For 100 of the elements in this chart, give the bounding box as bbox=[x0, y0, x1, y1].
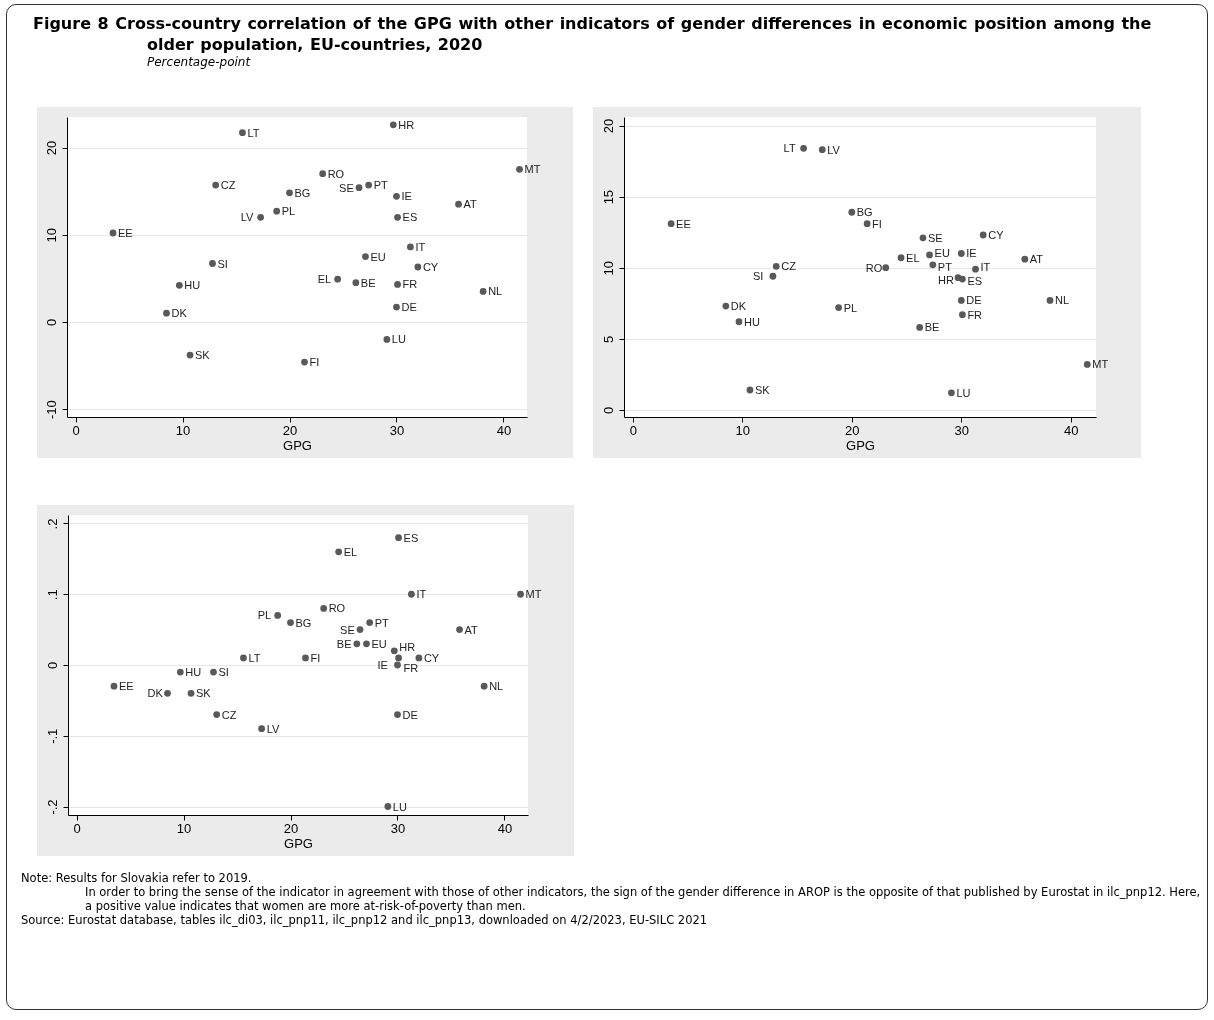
y-tick-label: -.2 bbox=[44, 799, 60, 815]
series-label: HR bbox=[398, 118, 415, 131]
series-label: IT bbox=[980, 261, 991, 274]
point bbox=[517, 590, 524, 598]
point bbox=[929, 261, 937, 269]
series-label: SK bbox=[195, 349, 211, 362]
point bbox=[258, 725, 266, 733]
point bbox=[209, 260, 216, 267]
series-label: NL bbox=[1055, 294, 1070, 307]
series-label: EU bbox=[934, 246, 950, 259]
series-label: DK bbox=[171, 307, 188, 320]
series-label: FI bbox=[309, 356, 320, 369]
series-label: BG bbox=[294, 186, 311, 199]
series-label: EU bbox=[371, 637, 387, 650]
point bbox=[414, 263, 422, 271]
y-tick-label: 5 bbox=[600, 335, 616, 343]
series-label: MT bbox=[525, 588, 542, 601]
point bbox=[818, 146, 826, 154]
point bbox=[395, 534, 402, 542]
point bbox=[746, 386, 754, 394]
series-label: BE bbox=[924, 321, 940, 334]
point bbox=[455, 200, 462, 208]
point bbox=[390, 647, 398, 655]
x-tick-label: 0 bbox=[72, 422, 80, 438]
point bbox=[319, 170, 327, 178]
series-label: HU bbox=[185, 666, 202, 679]
point bbox=[667, 220, 675, 228]
series-label: NL bbox=[488, 285, 503, 298]
series-label: ES bbox=[402, 211, 418, 224]
point bbox=[1083, 361, 1091, 368]
y-tick-label: 20 bbox=[600, 118, 616, 134]
point bbox=[394, 213, 401, 221]
point bbox=[394, 711, 401, 718]
point bbox=[919, 234, 927, 242]
series-label: ES bbox=[403, 531, 419, 544]
series-label: FR bbox=[967, 308, 983, 321]
series-label: SE bbox=[339, 181, 354, 194]
series-label: IT bbox=[416, 588, 427, 601]
point bbox=[800, 144, 807, 152]
point bbox=[163, 309, 170, 317]
point bbox=[212, 181, 220, 189]
point bbox=[407, 243, 414, 251]
point bbox=[389, 121, 397, 129]
series-label: BE bbox=[336, 637, 352, 650]
series-label: CZ bbox=[781, 260, 797, 273]
point bbox=[408, 590, 415, 598]
point bbox=[335, 548, 343, 556]
series-label: EL bbox=[317, 273, 332, 286]
series-label: SE bbox=[927, 231, 943, 244]
series-label: CY bbox=[422, 261, 439, 273]
point bbox=[362, 253, 369, 260]
text: Note: Results for Slovakia refer to 2019. bbox=[21, 871, 253, 885]
x-tick-label: 40 bbox=[496, 422, 512, 438]
series-label: LU bbox=[956, 386, 971, 399]
series-label: EE bbox=[676, 217, 691, 230]
series-label: PT bbox=[937, 260, 953, 273]
series-label: NL bbox=[489, 680, 504, 693]
series-label: AT bbox=[464, 623, 479, 636]
point bbox=[479, 288, 487, 295]
series-label: IE bbox=[377, 659, 388, 671]
series-label: EU bbox=[370, 250, 386, 263]
series-label: LV bbox=[240, 211, 254, 224]
point bbox=[769, 272, 777, 280]
series-label: AT bbox=[463, 198, 478, 211]
text: Figure 8 Cross-country correlation of the GPG with other indicators of gender differences in economic position among the older population, EU-countries, 2020 bbox=[33, 13, 1153, 55]
point bbox=[287, 619, 294, 626]
series-label: BG bbox=[295, 616, 312, 629]
series-label: RO bbox=[865, 261, 883, 274]
series-label: PT bbox=[374, 616, 390, 629]
series-label: MT bbox=[524, 163, 541, 176]
series-label: IE bbox=[401, 190, 412, 203]
series-label: HU bbox=[743, 315, 760, 328]
series-label: PL bbox=[281, 205, 296, 218]
series-label: LV bbox=[266, 722, 280, 735]
point bbox=[480, 682, 488, 690]
series-label: EE bbox=[119, 680, 134, 693]
point bbox=[210, 668, 217, 676]
point bbox=[213, 711, 221, 718]
point bbox=[835, 304, 843, 311]
series-label: MT bbox=[1092, 358, 1109, 371]
series-label: FR bbox=[402, 278, 418, 291]
point bbox=[110, 682, 118, 690]
point bbox=[334, 275, 342, 283]
point bbox=[979, 231, 987, 239]
x-tick-label: 20 bbox=[845, 422, 860, 438]
y-tick-label: 15 bbox=[600, 189, 616, 205]
series-label: BG bbox=[856, 206, 873, 219]
series-label: LU bbox=[392, 800, 407, 813]
series-label: DE bbox=[402, 708, 418, 721]
series-label: FI bbox=[872, 217, 882, 230]
x-tick-label: 30 bbox=[390, 820, 406, 836]
series-label: DE bbox=[966, 294, 982, 307]
x-tick-label: 40 bbox=[1064, 422, 1079, 438]
series-label: EE bbox=[118, 226, 133, 239]
point bbox=[456, 626, 463, 634]
point bbox=[240, 654, 247, 662]
point bbox=[365, 181, 373, 189]
point bbox=[393, 303, 400, 311]
point bbox=[352, 279, 360, 287]
y-tick-label: 0 bbox=[44, 661, 60, 670]
